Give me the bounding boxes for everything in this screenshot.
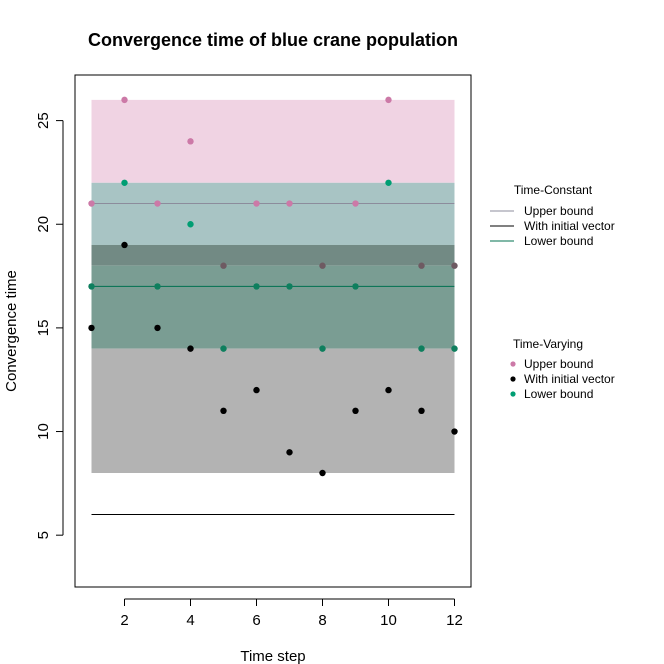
legend-varying-key-0 — [510, 361, 516, 367]
x-tick-label-2: 6 — [252, 612, 260, 629]
point-series-0-2 — [154, 200, 161, 207]
point-series-1-5 — [253, 386, 260, 394]
point-series-2-2 — [154, 283, 161, 290]
point-series-2-4 — [220, 345, 227, 352]
point-series-1-8 — [352, 407, 359, 415]
point-series-2-6 — [286, 283, 293, 290]
x-tick-label-4: 10 — [380, 612, 397, 629]
band-upper-lower-overlap — [91, 182, 455, 245]
legend-constant-label-0: Upper bound — [524, 204, 593, 218]
point-series-2-3 — [187, 221, 194, 228]
point-series-0-7 — [319, 262, 326, 269]
x-tick-label-3: 8 — [318, 612, 326, 629]
y-axis: 5 10 15 20 25 — [35, 112, 64, 539]
y-tick-label-4: 25 — [35, 112, 52, 129]
time-varying-points — [88, 96, 458, 477]
y-tick-label-2: 15 — [35, 320, 52, 337]
point-series-1-0 — [88, 324, 95, 332]
point-series-1-2 — [154, 324, 161, 332]
band-triple-overlap — [91, 244, 455, 266]
legend-varying-title: Time-Varying — [513, 337, 583, 351]
point-series-0-6 — [286, 200, 293, 207]
point-series-2-10 — [418, 345, 425, 352]
point-series-0-8 — [352, 200, 359, 207]
point-series-1-9 — [385, 386, 392, 394]
y-axis-label: Convergence time — [3, 270, 20, 392]
y-tick-label-1: 10 — [35, 423, 52, 440]
x-tick-label-0: 2 — [120, 612, 128, 629]
point-series-2-7 — [319, 345, 326, 352]
point-series-2-9 — [385, 179, 392, 186]
legend-varying-label-2: Lower bound — [524, 387, 593, 401]
x-axis-label: Time step — [240, 648, 305, 664]
point-series-2-8 — [352, 283, 359, 290]
time-constant-lines — [91, 203, 455, 515]
legend-constant-label-1: With initial vector — [524, 219, 615, 233]
legend-constant-label-2: Lower bound — [524, 234, 593, 248]
point-series-0-4 — [220, 262, 227, 269]
point-series-0-10 — [418, 262, 425, 269]
point-series-1-7 — [319, 469, 326, 477]
band-lower-initial-overlap — [91, 265, 455, 349]
point-series-1-6 — [286, 449, 293, 456]
y-tick-label-3: 20 — [35, 216, 52, 233]
band-initial-only — [91, 348, 455, 473]
point-series-0-5 — [253, 200, 260, 207]
point-series-1-3 — [187, 345, 194, 352]
point-series-1-1 — [121, 241, 128, 249]
point-series-2-0 — [88, 283, 95, 290]
legend-varying-label-0: Upper bound — [524, 357, 593, 371]
bands-layer — [91, 99, 455, 473]
band-upper-only — [91, 99, 455, 183]
point-series-0-3 — [187, 138, 194, 145]
point-series-1-10 — [418, 407, 425, 415]
point-series-2-11 — [451, 345, 458, 352]
x-axis: 2 4 6 8 10 12 — [120, 598, 463, 629]
point-series-0-9 — [385, 96, 392, 104]
chart-title: Convergence time of blue crane populatio… — [88, 30, 458, 50]
point-series-2-1 — [121, 179, 128, 186]
legend-varying-key-1 — [510, 376, 516, 382]
y-tick-label-0: 5 — [35, 531, 52, 539]
legend-constant-title: Time-Constant — [514, 183, 593, 197]
legend-varying-key-2 — [510, 391, 516, 397]
plot-frame — [74, 74, 472, 588]
point-series-1-4 — [220, 407, 227, 415]
x-tick-label-5: 12 — [446, 612, 463, 629]
point-series-0-0 — [88, 200, 95, 207]
point-series-0-11 — [451, 262, 458, 269]
x-tick-label-1: 4 — [186, 612, 194, 629]
point-series-2-5 — [253, 283, 260, 290]
point-series-1-11 — [451, 428, 458, 435]
point-series-0-1 — [121, 96, 128, 104]
legend-varying-label-1: With initial vector — [524, 372, 615, 386]
